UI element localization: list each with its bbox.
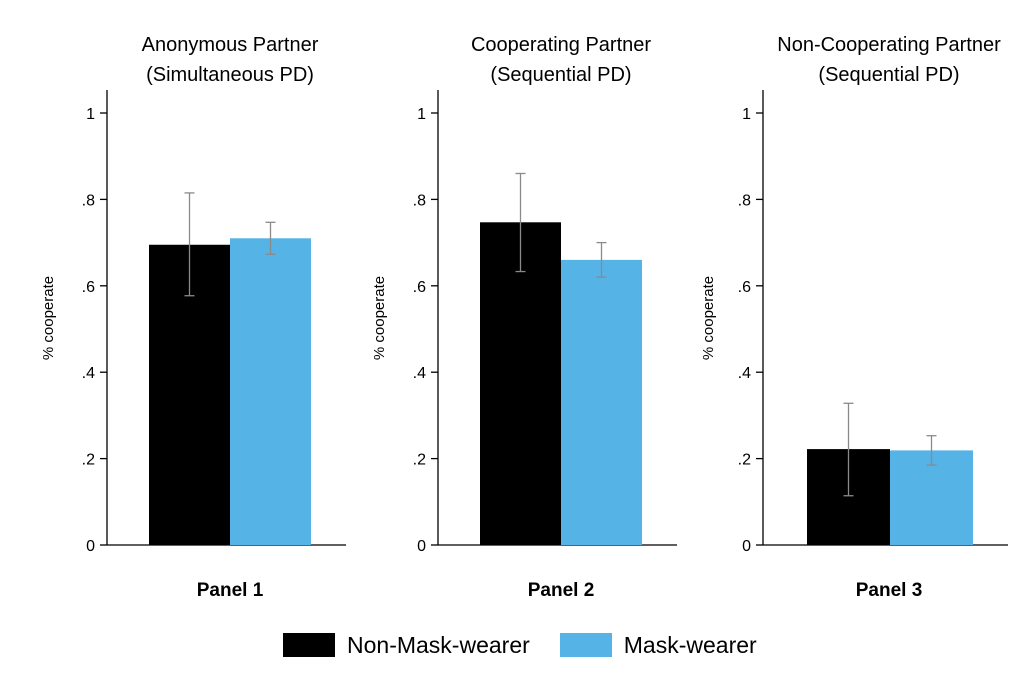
panel-title-line-2: (Sequential PD) [490, 64, 631, 86]
legend-swatch-mask [559, 633, 612, 657]
y-tick-label: .8 [738, 192, 751, 209]
panel-label: Panel 1 [197, 580, 264, 601]
y-tick-label: .6 [738, 279, 751, 296]
panel-title-line-2: (Simultaneous PD) [146, 64, 314, 86]
y-tick-label: 0 [417, 538, 426, 555]
legend-swatch-non-mask [283, 633, 335, 657]
y-tick-label: .2 [413, 452, 426, 469]
panel-title-line-2: (Sequential PD) [818, 64, 959, 86]
y-tick-label: 0 [86, 538, 95, 555]
legend-label-non-mask: Non-Mask-wearer [347, 631, 530, 658]
panel-title-line-1: Cooperating Partner [471, 34, 651, 56]
panel-title-line-1: Anonymous Partner [142, 34, 319, 56]
y-tick-label: 1 [742, 106, 751, 123]
panel-3: Non-Cooperating Partner (Sequential PD) 0.… [700, 34, 1008, 601]
y-tick-label: 1 [86, 106, 95, 123]
y-tick-label: .8 [82, 192, 95, 209]
y-tick-label: .4 [82, 365, 95, 382]
y-tick-label: .6 [413, 279, 426, 296]
y-tick-label: .4 [413, 365, 426, 382]
bar-mask [890, 450, 973, 545]
y-tick-label: .8 [413, 192, 426, 209]
y-tick-label: 0 [742, 538, 751, 555]
panel-label: Panel 2 [528, 580, 595, 601]
y-axis-label: % cooperate [700, 276, 717, 360]
panel-2: Cooperating Partner (Sequential PD) 0 .2 .4.… [371, 34, 677, 601]
bar-non-mask [480, 222, 561, 545]
legend-label-mask: Mask-wearer [623, 631, 757, 658]
y-tick-label: .4 [738, 365, 751, 382]
bar-mask [230, 238, 311, 545]
y-tick-label: 1 [417, 106, 426, 123]
y-axis-label: % cooperate [371, 276, 388, 360]
bar-mask [561, 259, 642, 545]
y-axis-label: % cooperate [40, 276, 57, 360]
y-tick-label: .2 [738, 452, 751, 469]
panel-label: Panel 3 [856, 580, 923, 601]
legend-item-non-mask: Non-Mask-wearer [283, 632, 530, 659]
panel-1: Anonymous Partner (Simultaneous PD) 0 .2 .4.… [40, 34, 346, 601]
legend-item-mask: Mask-wearer [559, 631, 757, 659]
panel-title-line-1: Non-Cooperating Partner [777, 34, 1001, 56]
y-tick-label: .6 [82, 279, 95, 296]
chart-legend: Non-Mask-wearer Mask-wearer [283, 628, 787, 662]
y-tick-label: .2 [82, 452, 95, 469]
